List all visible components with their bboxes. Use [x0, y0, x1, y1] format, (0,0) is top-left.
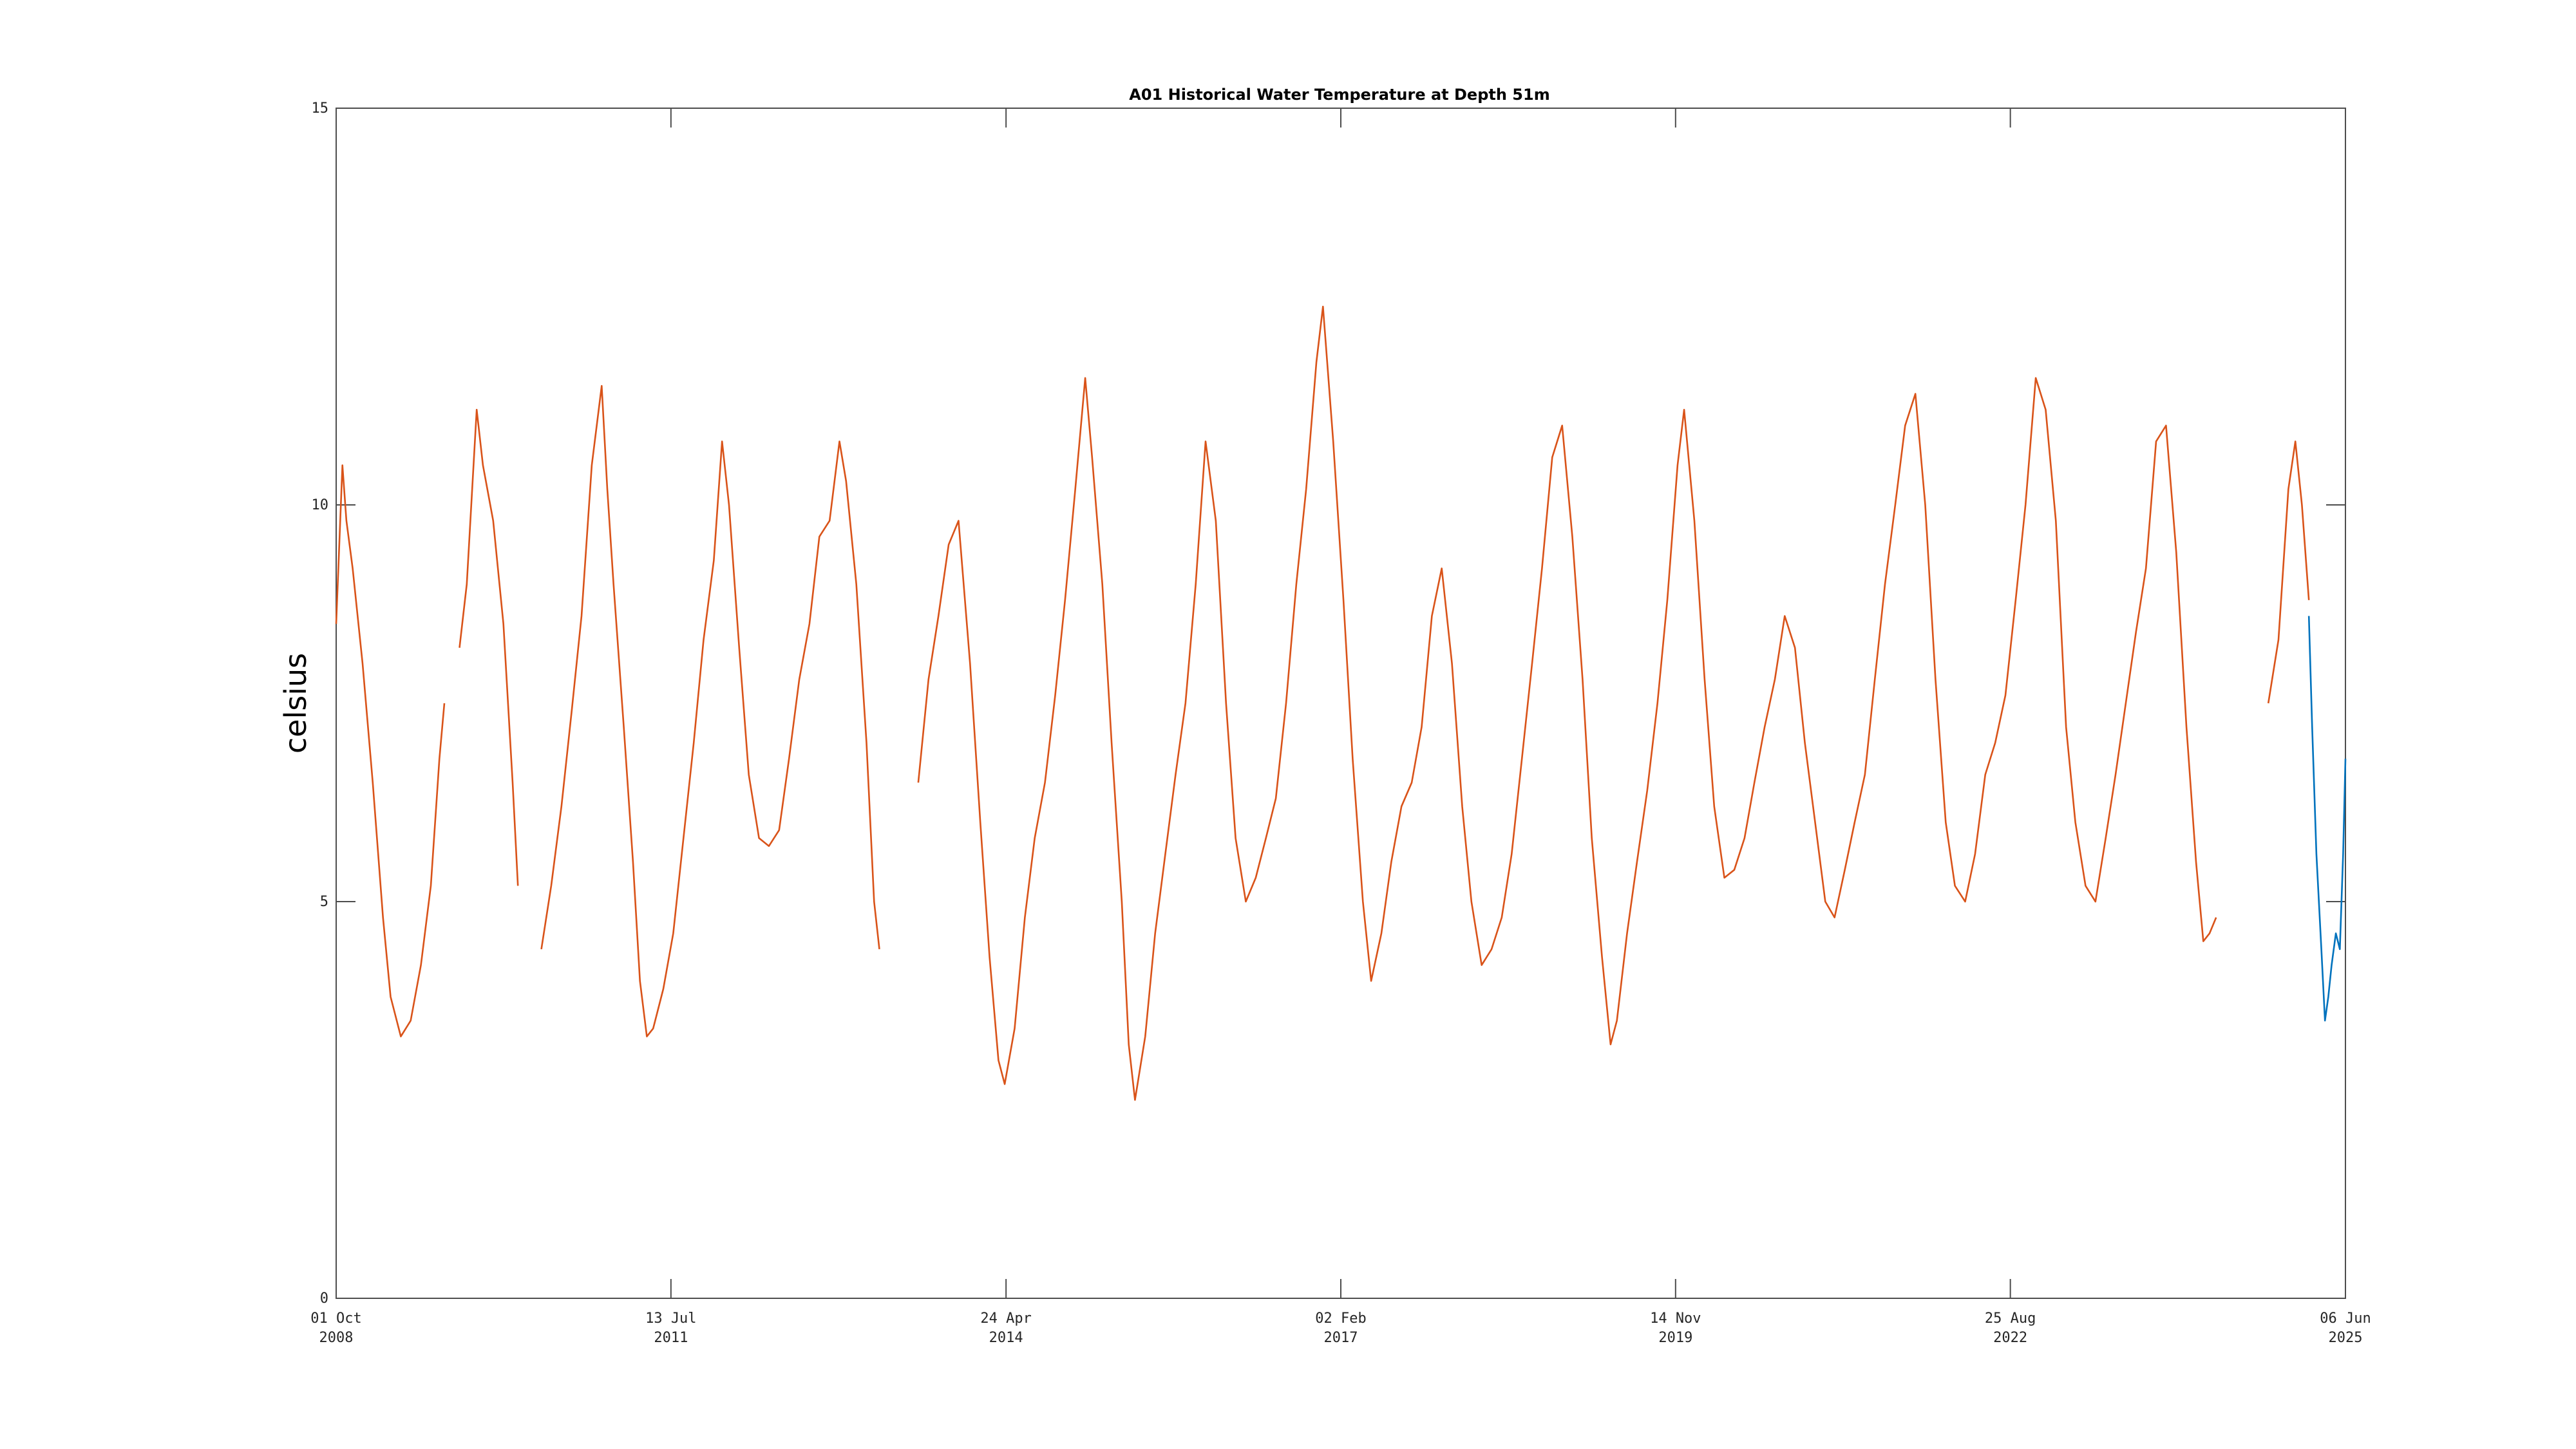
x-tick-label-day: 02 Feb — [1315, 1311, 1366, 1327]
y-tick-label: 15 — [312, 100, 329, 117]
series-1-line-segment-4 — [917, 305, 2217, 1101]
x-axis-ticks: 01 Oct 2008 13 Jul 2011 24 Apr 2014 02 Feb 2017… — [310, 108, 2371, 1346]
x-tick-label-day: 14 Nov — [1650, 1311, 1701, 1327]
x-tick-label-year: 2019 — [1658, 1330, 1692, 1346]
series-1-line-segment-5 — [2267, 440, 2310, 704]
series-layer — [335, 305, 2347, 1101]
x-tick-label-year: 2008 — [319, 1330, 354, 1346]
y-tick-label: 10 — [312, 497, 329, 513]
series-2-line-segment-1 — [2307, 616, 2347, 1022]
chart-title: A01 Historical Water Temperature at Dept… — [1129, 86, 1549, 104]
x-tick-label-day: 13 Jul — [645, 1311, 696, 1327]
x-tick-label-year: 2011 — [654, 1330, 688, 1346]
x-tick-label-year: 2017 — [1324, 1330, 1358, 1346]
series-1-line-segment-3 — [540, 384, 880, 1037]
y-tick-label: 5 — [320, 894, 328, 910]
x-tick-label-day: 06 Jun — [2320, 1311, 2371, 1327]
x-tick-label-year: 2014 — [989, 1330, 1023, 1346]
x-tick-label-day: 01 Oct — [310, 1311, 361, 1327]
x-tick-label-day: 24 Apr — [980, 1311, 1031, 1327]
y-axis-label: celsius — [278, 653, 313, 753]
y-tick-label: 0 — [320, 1291, 328, 1307]
y-axis-ticks: 0 5 10 15 — [312, 100, 2345, 1307]
x-tick-label-day: 25 Aug — [1985, 1311, 2036, 1327]
x-tick-label-year: 2022 — [1993, 1330, 2027, 1346]
x-tick-label-year: 2025 — [2329, 1330, 2363, 1346]
series-1-line-segment-1 — [335, 464, 446, 1037]
series-1-line-segment-2 — [459, 408, 519, 886]
